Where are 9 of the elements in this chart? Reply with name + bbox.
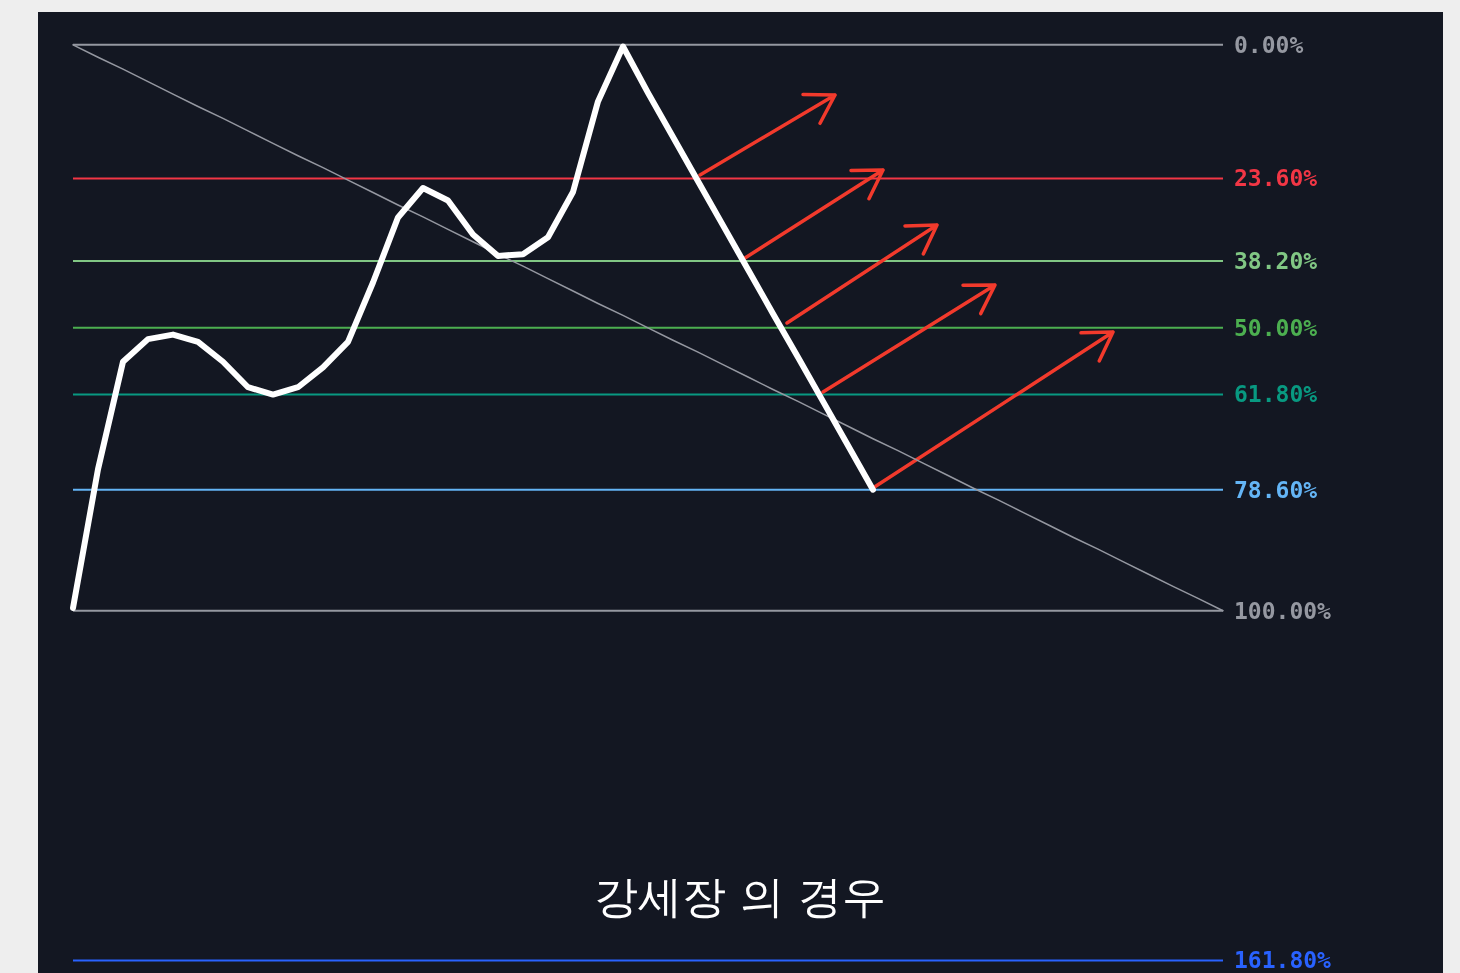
y-tick-label: 161.80%: [1234, 947, 1332, 973]
y-tick-label: 50.00%: [1234, 314, 1318, 341]
y-tick-label: 0.00%: [1234, 31, 1304, 58]
y-tick-label: 100.00%: [1234, 597, 1332, 624]
y-tick-label: 23.60%: [1234, 165, 1318, 192]
y-tick-label: 78.60%: [1234, 476, 1318, 503]
text: 강세장 의 경우: [594, 871, 886, 922]
y-tick-label: 61.80%: [1234, 381, 1318, 408]
y-tick-label: 38.20%: [1234, 247, 1318, 274]
